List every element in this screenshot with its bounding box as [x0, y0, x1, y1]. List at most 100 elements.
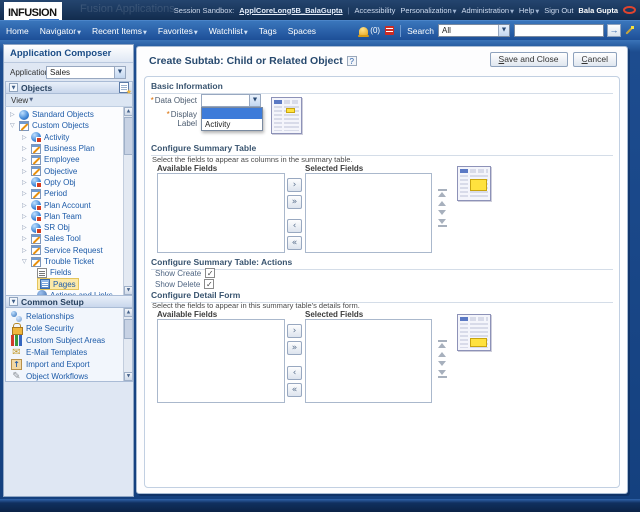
objects-tree-scrollbar[interactable]: ▲ ▼: [123, 107, 132, 295]
move-to-bottom-button[interactable]: [438, 370, 447, 379]
advanced-search-icon[interactable]: [624, 26, 634, 36]
common-item-relationships[interactable]: Relationships: [6, 310, 123, 322]
scroll-down-icon[interactable]: ▼: [124, 372, 133, 381]
common-item-custom-subject-areas[interactable]: Custom Subject Areas: [6, 334, 123, 346]
save-and-close-button[interactable]: Save and Close: [490, 52, 568, 67]
pages-icon: [40, 279, 50, 289]
scrollbar-thumb[interactable]: [124, 319, 133, 339]
expand-icon[interactable]: ▷: [22, 134, 31, 141]
summary-selected-fields-list[interactable]: [305, 173, 432, 253]
nav-item-favorites[interactable]: Favorites▼: [158, 26, 198, 36]
summary-available-fields-list[interactable]: [157, 173, 285, 253]
expand-icon[interactable]: ▷: [22, 202, 31, 209]
view-menu[interactable]: View: [11, 96, 28, 105]
help-menu[interactable]: Help▼: [519, 6, 539, 15]
expand-icon[interactable]: ▷: [10, 111, 19, 118]
nav-item-watchlist[interactable]: Watchlist▼: [209, 26, 248, 36]
dropdown-option-activity[interactable]: Activity: [202, 119, 262, 130]
common-item-role-security[interactable]: Role Security: [6, 322, 123, 334]
tree-item-custom-objects[interactable]: ▽Custom Objects: [6, 120, 123, 131]
move-all-button[interactable]: »: [287, 341, 302, 355]
tree-item-employee[interactable]: ▷Employee: [6, 154, 123, 165]
accessibility-link[interactable]: Accessibility: [355, 6, 396, 15]
search-input[interactable]: [514, 24, 604, 37]
nav-item-home[interactable]: Home: [6, 26, 29, 36]
show-delete-checkbox[interactable]: ✓: [204, 279, 214, 289]
tree-item-period[interactable]: ▷Period: [6, 188, 123, 199]
nav-item-spaces[interactable]: Spaces: [288, 26, 316, 36]
app-watermark: Fusion Applications: [80, 3, 175, 15]
tree-item-trouble-ticket[interactable]: ▽Trouble Ticket: [6, 256, 123, 267]
move-down-button[interactable]: [438, 361, 446, 366]
expand-icon[interactable]: ▷: [22, 213, 31, 220]
remove-all-button[interactable]: «: [287, 236, 302, 250]
move-to-bottom-button[interactable]: [438, 219, 447, 228]
scroll-up-icon[interactable]: ▲: [124, 107, 133, 116]
tree-item-sr-obj[interactable]: ▷SR Obj: [6, 222, 123, 233]
scroll-down-icon[interactable]: ▼: [124, 286, 133, 295]
session-sandbox-link[interactable]: ApplCoreLong5B_BalaGupta: [239, 6, 342, 15]
remove-button[interactable]: ‹: [287, 219, 302, 233]
show-create-checkbox[interactable]: ✓: [205, 268, 215, 278]
tree-item-pages[interactable]: Pages: [6, 278, 123, 289]
common-item-import-and-export[interactable]: ↑Import and Export: [6, 358, 123, 370]
collapse-icon[interactable]: ▽: [22, 258, 31, 265]
tree-item-service-request[interactable]: ▷Service Request: [6, 245, 123, 256]
new-object-icon[interactable]: [119, 82, 129, 93]
expand-icon[interactable]: ▷: [22, 247, 31, 254]
expand-icon[interactable]: ▷: [22, 190, 31, 197]
expand-icon[interactable]: ▷: [22, 145, 31, 152]
bar-chart-icon: [11, 335, 22, 346]
move-all-button[interactable]: »: [287, 195, 302, 209]
expand-icon[interactable]: ▷: [22, 156, 31, 163]
expand-icon[interactable]: ▷: [22, 224, 31, 231]
move-to-top-button[interactable]: [438, 339, 447, 348]
scrollbar-thumb[interactable]: [124, 117, 133, 155]
worklist-icon[interactable]: [385, 26, 394, 35]
detail-available-fields-list[interactable]: [157, 319, 285, 403]
scroll-up-icon[interactable]: ▲: [124, 308, 133, 317]
nav-item-navigator[interactable]: Navigator▼: [40, 26, 81, 36]
tree-item-objective[interactable]: ▷Objective: [6, 165, 123, 176]
data-object-select[interactable]: ▼: [201, 94, 261, 107]
nav-item-recent-items[interactable]: Recent Items▼: [92, 26, 147, 36]
tree-item-plan-account[interactable]: ▷Plan Account: [6, 199, 123, 210]
application-select[interactable]: Sales ▼: [46, 66, 126, 79]
administration-menu[interactable]: Administration▼: [462, 6, 514, 15]
detail-selected-fields-list[interactable]: [305, 319, 432, 403]
dropdown-option-blank[interactable]: [202, 108, 262, 119]
nav-item-tags[interactable]: Tags: [259, 26, 277, 36]
expand-icon[interactable]: ▷: [22, 168, 31, 175]
search-go-button[interactable]: →: [607, 24, 621, 37]
move-button[interactable]: ›: [287, 178, 302, 192]
common-item-object-workflows[interactable]: ✎Object Workflows: [6, 370, 123, 382]
common-setup-scrollbar[interactable]: ▲ ▼: [123, 308, 132, 381]
expand-icon[interactable]: ▷: [22, 235, 31, 242]
caret-down-icon: ▼: [244, 30, 248, 36]
tree-item-sales-tool[interactable]: ▷Sales Tool: [6, 233, 123, 244]
tree-item-opty-obj[interactable]: ▷Opty Obj: [6, 177, 123, 188]
collapse-icon[interactable]: ▼: [9, 83, 18, 92]
move-up-button[interactable]: [438, 201, 446, 206]
personalization-menu[interactable]: Personalization▼: [400, 6, 456, 15]
move-down-button[interactable]: [438, 210, 446, 215]
tree-item-standard-objects[interactable]: ▷Standard Objects: [6, 109, 123, 120]
remove-button[interactable]: ‹: [287, 366, 302, 380]
cancel-button[interactable]: Cancel: [573, 52, 617, 67]
help-icon[interactable]: ?: [347, 56, 357, 66]
search-scope-select[interactable]: All ▼: [438, 24, 510, 37]
collapse-icon[interactable]: ▽: [10, 122, 19, 129]
common-item-email-templates[interactable]: ✉E-Mail Templates: [6, 346, 123, 358]
sign-out-link[interactable]: Sign Out: [544, 6, 573, 15]
notifications-bell-icon[interactable]: [359, 27, 368, 35]
tree-item-plan-team[interactable]: ▷Plan Team: [6, 211, 123, 222]
expand-icon[interactable]: ▷: [22, 179, 31, 186]
tree-item-fields[interactable]: Fields: [6, 267, 123, 278]
tree-item-business-plan[interactable]: ▷Business Plan: [6, 143, 123, 154]
move-to-top-button[interactable]: [438, 188, 447, 197]
move-up-button[interactable]: [438, 352, 446, 357]
collapse-icon[interactable]: ▼: [9, 297, 18, 306]
remove-all-button[interactable]: «: [287, 383, 302, 397]
move-button[interactable]: ›: [287, 324, 302, 338]
tree-item-activity[interactable]: ▷Activity: [6, 132, 123, 143]
